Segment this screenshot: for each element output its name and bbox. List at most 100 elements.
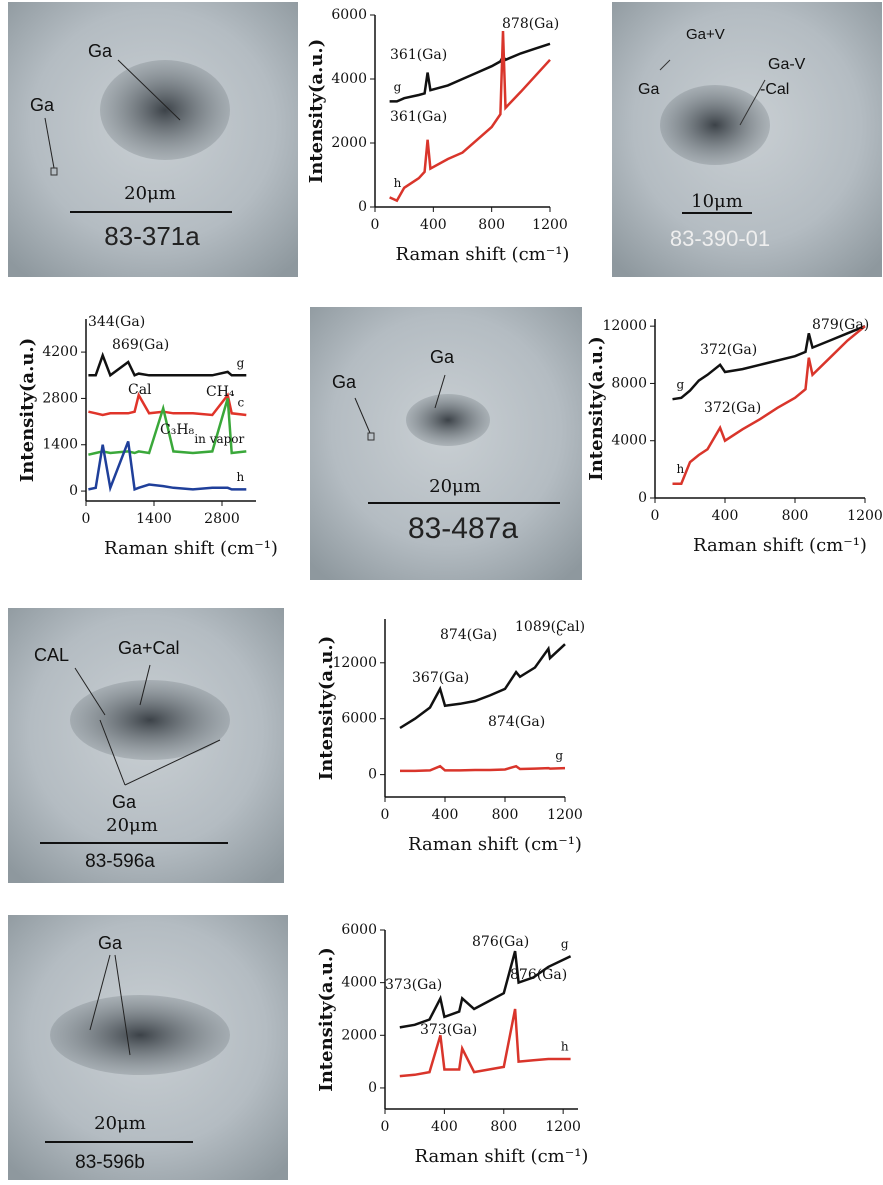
micrograph: Ga Ga 20μm 83-371a — [8, 2, 298, 277]
label: Ga — [30, 95, 55, 115]
x-tick-label: 2800 — [204, 511, 240, 527]
label: Ga — [98, 933, 123, 953]
figure: Ga Ga 20μm 83-371a Ga+V Ga Ga-V -Cal 10μ… — [0, 0, 883, 1185]
scale-label: 20μm — [106, 815, 158, 836]
peak-annotation: 874(Ga) — [440, 627, 497, 643]
x-axis-title: Raman shift (cm⁻¹) — [693, 535, 867, 556]
spectrum-line — [673, 326, 866, 399]
y-axis-title: Intensity(a.u.) — [17, 338, 38, 482]
y-tick-label: 0 — [69, 483, 78, 499]
micrograph: Ga+V Ga Ga-V -Cal 10μm 83-390-01 — [612, 2, 882, 277]
label: Ga — [430, 347, 455, 367]
spectrum-line — [400, 766, 565, 771]
series-label: h — [237, 470, 245, 484]
peak-annotation: C₃H₈ — [160, 422, 195, 438]
series-label: h — [677, 462, 685, 476]
x-tick-label: 0 — [381, 807, 390, 823]
x-tick-label: 0 — [371, 217, 380, 233]
series-label: c — [238, 395, 245, 409]
label: CAL — [34, 645, 69, 665]
y-tick-label: 8000 — [611, 375, 647, 391]
x-axis-title: Raman shift (cm⁻¹) — [408, 834, 582, 855]
y-tick-label: 0 — [638, 490, 647, 506]
label: Ga+V — [686, 26, 725, 43]
x-tick-label: 400 — [432, 807, 459, 823]
peak-annotation: 372(Ga) — [704, 400, 761, 416]
inclusion — [50, 995, 230, 1075]
peak-annotation: 372(Ga) — [700, 342, 757, 358]
micrograph: CAL Ga+Cal Ga 20μm 83-596a — [8, 608, 284, 883]
sample-id: 83-596b — [75, 1152, 145, 1173]
peak-annotation: Cal — [128, 382, 152, 398]
peak-annotation: CH₄ — [206, 384, 235, 400]
series-label: g — [561, 937, 569, 951]
x-tick-label: 800 — [782, 508, 809, 524]
x-tick-label: 0 — [381, 1119, 390, 1135]
series-label: g — [555, 749, 563, 763]
sample-id: 83-371a — [104, 221, 200, 251]
x-tick-label: 800 — [492, 807, 519, 823]
peak-annotation: 879(Ga) — [812, 317, 869, 333]
y-tick-label: 12000 — [332, 655, 377, 671]
series-label: g — [677, 378, 685, 392]
x-tick-label: 1200 — [545, 1119, 581, 1135]
y-tick-label: 4000 — [341, 975, 377, 991]
inclusion — [70, 680, 230, 760]
label: Ga — [332, 372, 357, 392]
y-axis-title: Intensity(a.u.) — [306, 39, 327, 183]
inclusion — [660, 85, 770, 165]
peak-annotation: 373(Ga) — [420, 1022, 477, 1038]
x-tick-label: 1200 — [847, 508, 883, 524]
peak-annotation: 367(Ga) — [412, 670, 469, 686]
page: Ga Ga 20μm 83-371a Ga+V Ga Ga-V -Cal 10μ… — [0, 0, 883, 1185]
scale-label: 20μm — [429, 476, 481, 497]
peak-annotation: 876(Ga) — [510, 967, 567, 983]
y-tick-label: 1400 — [42, 437, 78, 453]
peak-annotation: 344(Ga) — [88, 314, 145, 330]
x-tick-label: 1200 — [532, 217, 568, 233]
y-axis-title: Intensity(a.u.) — [316, 947, 337, 1091]
inclusion — [406, 394, 490, 446]
x-axis-title: Raman shift (cm⁻¹) — [396, 244, 570, 265]
y-tick-label: 4200 — [42, 344, 78, 360]
y-tick-label: 2000 — [331, 135, 367, 151]
label: Ga+Cal — [118, 638, 180, 658]
series-label: h — [561, 1039, 569, 1053]
x-tick-label: 800 — [490, 1119, 517, 1135]
x-tick-label: 400 — [420, 217, 447, 233]
sample-id: 83-487a — [408, 512, 518, 545]
y-tick-label: 0 — [368, 767, 377, 783]
y-tick-label: 0 — [358, 199, 367, 215]
x-tick-label: 400 — [712, 508, 739, 524]
peak-annotation: 878(Ga) — [502, 16, 559, 32]
label: Ga — [112, 792, 137, 812]
spectrum-line — [400, 1009, 571, 1076]
label: Ga — [638, 81, 659, 98]
spectrum-line — [88, 355, 246, 375]
x-tick-label: 800 — [478, 217, 505, 233]
y-tick-label: 12000 — [602, 318, 647, 334]
x-tick-label: 1400 — [136, 511, 172, 527]
micrograph: Ga Ga 20μm 83-487a — [310, 307, 582, 580]
series-label: g — [394, 80, 402, 94]
x-axis-title: Raman shift (cm⁻¹) — [104, 538, 278, 559]
label: Ga — [88, 41, 113, 61]
x-tick-label: 1200 — [547, 807, 583, 823]
x-axis-title: Raman shift (cm⁻¹) — [415, 1146, 589, 1167]
y-tick-label: 2000 — [341, 1027, 377, 1043]
y-tick-label: 4000 — [611, 433, 647, 449]
series-label: h — [394, 176, 402, 190]
label: Ga-V — [768, 56, 806, 73]
inclusion — [100, 60, 230, 160]
x-tick-label: 400 — [431, 1119, 458, 1135]
peak-annotation: 1089(Cal) — [515, 619, 585, 635]
y-tick-label: 0 — [368, 1080, 377, 1096]
y-tick-label: 6000 — [331, 7, 367, 23]
y-axis-title: Intensity(a.u.) — [586, 336, 607, 480]
peak-annotation: 874(Ga) — [488, 714, 545, 730]
peak-annotation: 869(Ga) — [112, 337, 169, 353]
sample-id: 83-596a — [85, 851, 155, 872]
scale-label: 10μm — [691, 191, 743, 212]
spectrum-line — [88, 441, 246, 489]
x-tick-label: 0 — [82, 511, 91, 527]
